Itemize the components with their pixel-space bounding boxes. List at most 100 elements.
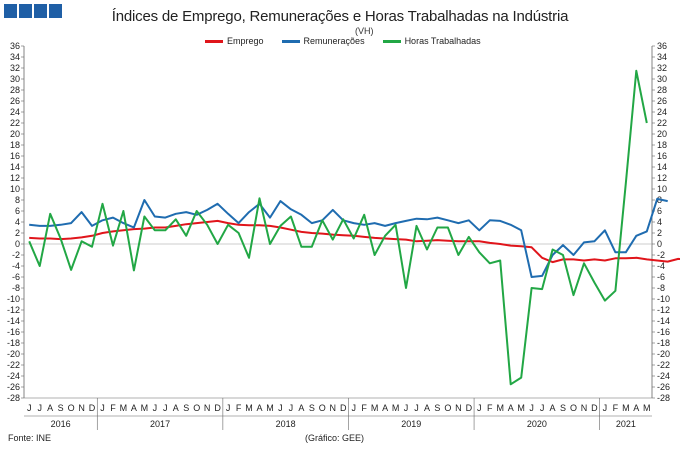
x-month-label: J [414,403,419,413]
y-tick-label-right: 34 [657,52,667,62]
y-tick-label-left: 26 [10,96,20,106]
x-year-label: 2017 [150,419,170,429]
y-tick-label-right: 26 [657,96,667,106]
y-tick-label-left: -24 [7,371,20,381]
x-month-label: O [570,403,577,413]
x-year-label: 2019 [401,419,421,429]
y-tick-label-left: 10 [10,184,20,194]
x-month-label: J [477,403,482,413]
x-month-label: J [100,403,105,413]
x-month-label: J [289,403,294,413]
x-month-label: F [613,403,619,413]
y-tick-label-right: -4 [657,261,665,271]
x-month-label: O [68,403,75,413]
y-tick-label-left: 22 [10,118,20,128]
x-month-label: N [78,403,85,413]
x-year-label: 2020 [527,419,547,429]
x-month-label: A [173,403,179,413]
x-month-label: A [508,403,514,413]
x-month-label: A [298,403,304,413]
x-month-label: D [466,403,473,413]
legend-swatch-remuneracoes [281,39,300,43]
x-month-label: D [214,403,221,413]
y-tick-label-right: 30 [657,74,667,84]
y-tick-label-right: 16 [657,151,667,161]
y-tick-label-left: 14 [10,162,20,172]
x-month-label: A [382,403,388,413]
y-tick-label-left: 20 [10,129,20,139]
y-tick-label-left: -26 [7,382,20,392]
ine-logo-icon [4,4,64,18]
x-month-label: A [633,403,639,413]
x-month-label: S [183,403,189,413]
y-tick-label-left: -8 [12,283,20,293]
x-month-label: M [141,403,149,413]
y-tick-label-right: 6 [657,206,662,216]
y-tick-label-right: -20 [657,349,670,359]
logo-block [4,4,17,18]
y-tick-label-left: 6 [15,206,20,216]
x-month-label: S [434,403,440,413]
legend-swatch-emprego [205,39,223,43]
x-month-label: J [529,403,534,413]
legend-swatch-horas [382,39,401,43]
y-tick-label-left: 2 [15,228,20,238]
y-tick-label-left: 12 [10,173,20,183]
x-month-label: J [226,403,231,413]
y-tick-label-right: 12 [657,173,667,183]
x-month-label: S [560,403,566,413]
y-tick-label-left: -4 [12,261,20,271]
y-tick-label-left: -28 [7,393,20,403]
x-month-label: F [236,403,242,413]
x-month-label: J [37,403,42,413]
x-month-label: J [27,403,32,413]
logo-block [19,4,32,18]
x-month-label: S [58,403,64,413]
y-tick-label-left: 24 [10,107,20,117]
x-month-label: F [110,403,116,413]
y-tick-label-left: 8 [15,195,20,205]
x-month-label: M [496,403,504,413]
x-month-label: J [153,403,158,413]
y-tick-label-right: -8 [657,283,665,293]
y-tick-label-right: -6 [657,272,665,282]
legend-label-horas: Horas Trabalhadas [404,36,481,46]
y-tick-label-right: -12 [657,305,670,315]
y-tick-label-left: -16 [7,327,20,337]
x-month-label: J [540,403,545,413]
x-month-label: M [643,403,651,413]
y-tick-label-right: 2 [657,228,662,238]
source-note: Fonte: INE [8,433,52,443]
y-tick-label-right: 28 [657,85,667,95]
y-tick-label-right: 4 [657,217,662,227]
x-month-label: A [550,403,556,413]
y-tick-label-right: -24 [657,371,670,381]
y-tick-label-left: 30 [10,74,20,84]
y-tick-label-right: 0 [657,239,662,249]
y-tick-label-left: -12 [7,305,20,315]
x-month-label: J [404,403,409,413]
x-month-label: M [622,403,630,413]
y-tick-label-left: -14 [7,316,20,326]
x-month-label: M [517,403,525,413]
x-month-label: O [319,403,326,413]
y-tick-label-right: -28 [657,393,670,403]
y-tick-label-left: -20 [7,349,20,359]
legend-label-remuneracoes: Remunerações [303,36,365,46]
logo-block [34,4,47,18]
y-tick-label-left: 28 [10,85,20,95]
y-tick-label-right: 18 [657,140,667,150]
legend-item-horas: Horas Trabalhadas [382,36,481,46]
y-tick-label-right: -10 [657,294,670,304]
x-month-label: A [256,403,262,413]
y-tick-label-right: -18 [657,338,670,348]
x-month-label: D [340,403,347,413]
x-month-label: D [89,403,96,413]
chart-title: Índices de Emprego, Remunerações e Horas… [111,8,569,25]
x-month-label: N [204,403,211,413]
x-month-label: J [351,403,356,413]
x-month-label: M [392,403,400,413]
y-tick-label-left: -22 [7,360,20,370]
credit-note: (Gráfico: GEE) [305,433,365,443]
